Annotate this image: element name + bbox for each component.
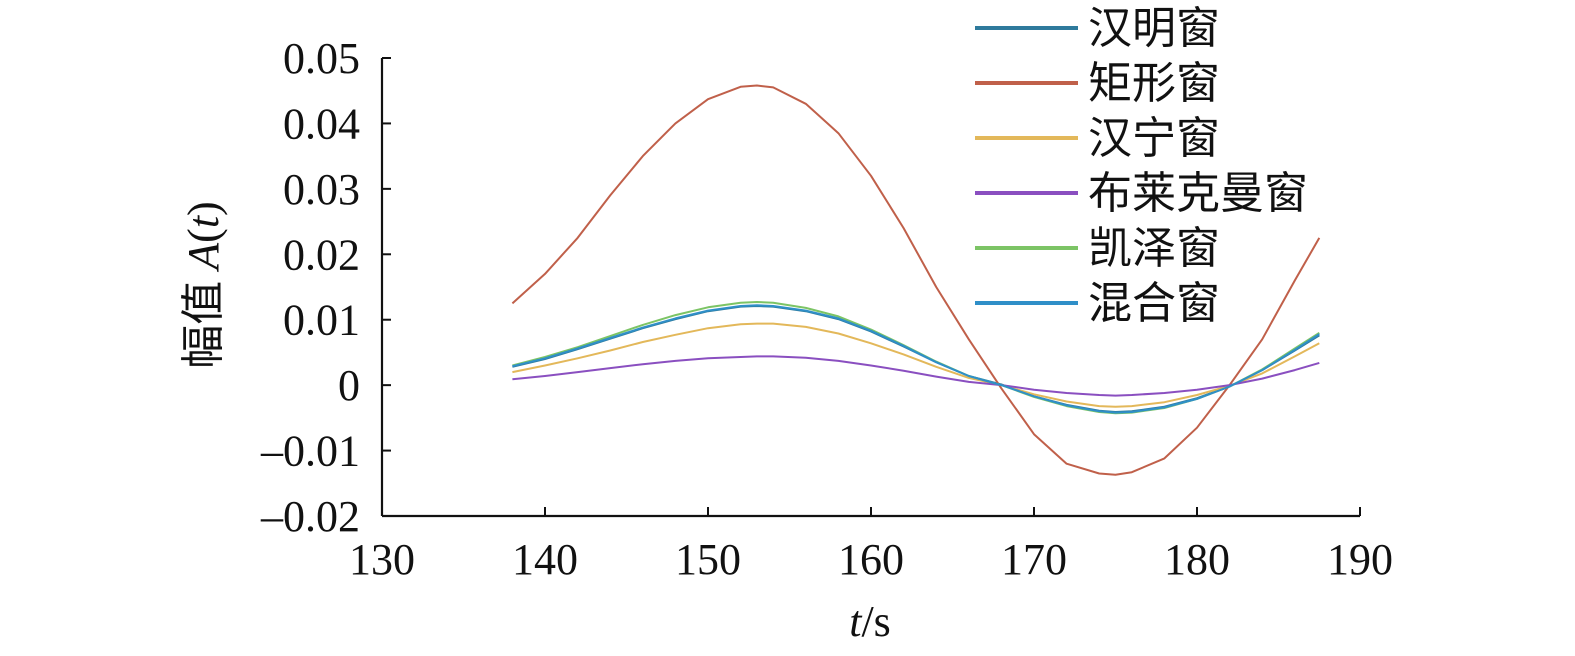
x-axis-label: t/s [849, 597, 891, 646]
series-line-6 [512, 304, 1320, 414]
x-tick-label: 140 [512, 535, 578, 584]
series-line-4 [512, 355, 1320, 397]
x-tick-label: 150 [675, 535, 741, 584]
y-tick-label: 0 [338, 361, 360, 410]
legend-label-3: 汉宁窗 [1088, 114, 1220, 163]
tick-marks: 130 140 150 160 170 180 190 0.05 0.04 0.03 0.02 0.0… [260, 34, 1393, 584]
y-axis-label: 幅值 A(t) [179, 201, 228, 368]
legend-label-1: 汉明窗 [1088, 4, 1220, 53]
y-tick-label: 0.05 [283, 34, 360, 83]
x-tick-label: 170 [1001, 535, 1067, 584]
x-tick-label: 160 [838, 535, 904, 584]
series-line-3 [512, 322, 1320, 408]
y-tick-label: –0.02 [260, 492, 360, 541]
legend-label-4: 布莱克曼窗 [1088, 169, 1308, 218]
y-tick-label: 0.03 [283, 165, 360, 214]
legend-label-2: 矩形窗 [1088, 59, 1220, 108]
y-tick-label: –0.01 [260, 427, 360, 476]
series-line-2 [511, 84, 1321, 476]
legend-label-6: 混合窗 [1088, 279, 1220, 328]
y-tick-label: 0.01 [283, 296, 360, 345]
y-tick-label: 0.04 [283, 99, 360, 148]
x-tick-label: 130 [349, 535, 415, 584]
legend-label-5: 凯泽窗 [1088, 224, 1220, 273]
series-lines [511, 84, 1321, 476]
x-tick-label: 180 [1164, 535, 1230, 584]
x-tick-label: 190 [1327, 535, 1393, 584]
y-tick-label: 0.02 [283, 230, 360, 279]
